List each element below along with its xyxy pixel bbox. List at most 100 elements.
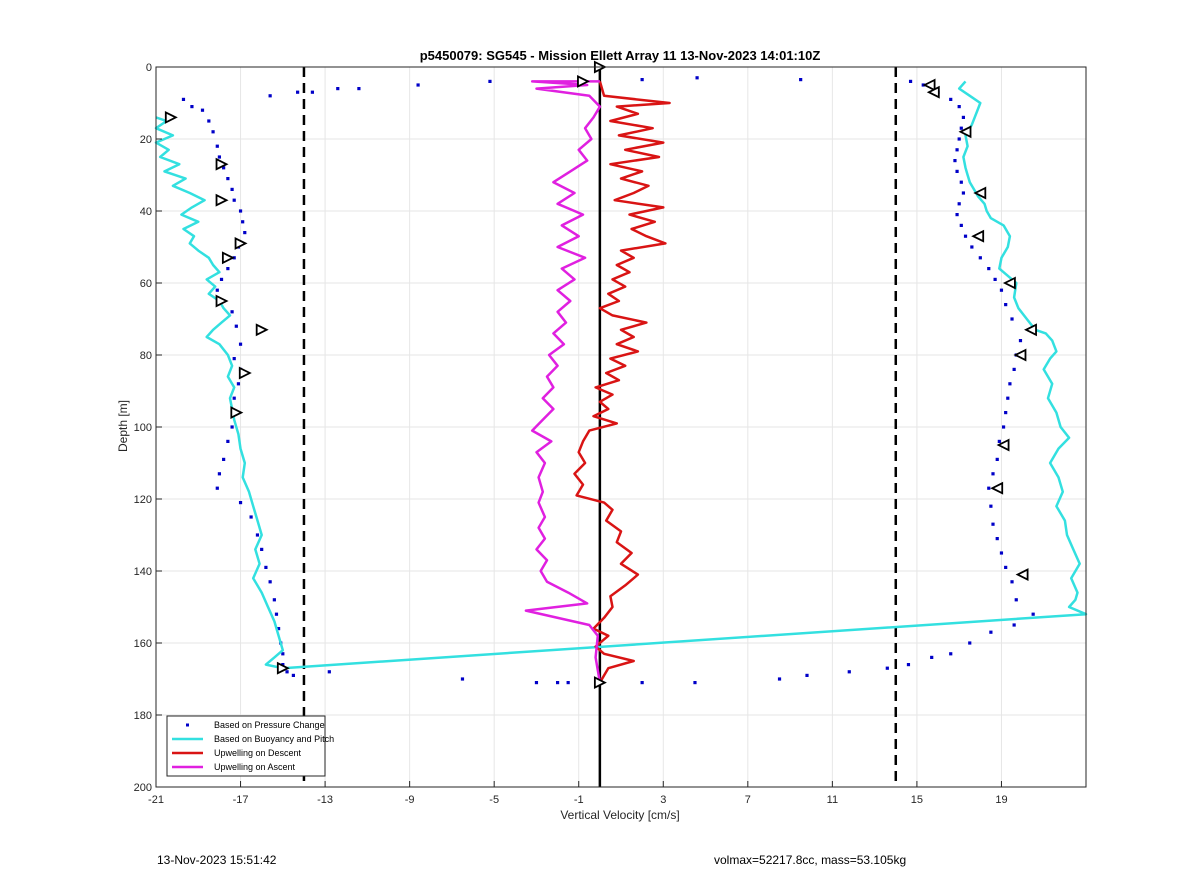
data-point xyxy=(987,267,991,271)
series-based-on-pressure-change xyxy=(181,76,1035,685)
triangle-marker xyxy=(221,251,235,265)
data-point xyxy=(991,472,995,476)
data-point xyxy=(1012,623,1016,627)
data-point xyxy=(908,79,913,83)
data-point xyxy=(219,277,224,281)
data-point xyxy=(217,472,222,476)
x-tick-label: -5 xyxy=(489,794,499,806)
y-tick-label: 60 xyxy=(140,278,152,290)
series-based-on-buoyancy-and-pitch xyxy=(154,80,1088,670)
data-point xyxy=(268,580,272,584)
data-point xyxy=(226,267,230,271)
data-point xyxy=(232,357,236,361)
data-point xyxy=(978,256,982,260)
data-point xyxy=(222,457,226,461)
data-point xyxy=(276,627,281,631)
triangle-marker xyxy=(922,78,936,92)
y-tick-label: 120 xyxy=(134,494,152,506)
data-point xyxy=(249,515,253,519)
data-point xyxy=(987,486,991,490)
data-point xyxy=(336,87,340,91)
legend: Based on Pressure Change Based on Buoyanc… xyxy=(166,715,334,777)
triangle-marker xyxy=(238,366,252,380)
legend-label: Upwelling on Ascent xyxy=(214,762,296,772)
data-point xyxy=(296,90,300,94)
triangle-marker xyxy=(971,229,985,243)
y-tick-label: 200 xyxy=(134,782,152,794)
data-point xyxy=(190,105,194,109)
data-point xyxy=(963,234,968,238)
data-point xyxy=(215,144,219,148)
data-point xyxy=(989,504,993,508)
triangle-marker xyxy=(1013,348,1027,362)
legend-label: Based on Buoyancy and Pitch xyxy=(214,734,334,744)
series-line xyxy=(573,81,671,684)
data-point xyxy=(272,598,276,602)
data-point xyxy=(281,652,285,656)
data-point xyxy=(255,533,260,537)
triangle-marker xyxy=(577,74,590,88)
y-axis-label: Depth [m] xyxy=(116,400,130,452)
data-point xyxy=(222,166,226,170)
data-point xyxy=(226,439,230,443)
data-point xyxy=(226,177,230,181)
x-tick-label: 7 xyxy=(745,794,751,806)
data-point xyxy=(957,105,961,109)
data-point xyxy=(995,457,999,461)
data-point xyxy=(961,191,966,195)
data-point xyxy=(1004,303,1008,307)
data-point xyxy=(989,630,993,634)
data-point xyxy=(260,547,264,551)
data-point xyxy=(234,324,238,328)
data-point xyxy=(1006,396,1010,400)
triangle-marker xyxy=(230,406,244,420)
legend-label: Based on Pressure Change xyxy=(214,720,325,730)
data-point xyxy=(232,396,236,400)
data-point xyxy=(236,382,241,386)
footer-timestamp: 13-Nov-2023 15:51:42 xyxy=(157,853,277,867)
x-tick-label: -21 xyxy=(148,794,164,806)
data-point xyxy=(930,655,934,659)
data-point xyxy=(1004,565,1008,569)
data-point xyxy=(949,97,953,101)
data-point xyxy=(1010,580,1014,584)
y-tick-label: 40 xyxy=(140,206,152,218)
data-point xyxy=(274,612,279,616)
data-point xyxy=(211,130,215,134)
x-axis-label: Vertical Velocity [cm/s] xyxy=(560,808,679,822)
data-point xyxy=(1008,382,1012,386)
data-point xyxy=(1012,367,1016,371)
data-point xyxy=(799,78,803,82)
triangle-marker xyxy=(1015,568,1029,582)
data-point xyxy=(959,126,963,130)
triangle-marker xyxy=(234,236,248,250)
data-series xyxy=(154,76,1088,685)
triangle-marker xyxy=(973,186,987,200)
data-point xyxy=(1004,411,1008,415)
data-point xyxy=(534,681,539,685)
data-point xyxy=(232,198,236,202)
data-point xyxy=(955,213,959,217)
data-point xyxy=(968,641,972,645)
data-point xyxy=(217,155,222,159)
y-tick-label: 100 xyxy=(134,422,152,434)
legend-label: Upwelling on Descent xyxy=(214,748,302,758)
triangle-marker xyxy=(215,193,229,207)
data-point xyxy=(215,288,219,292)
triangle-marker xyxy=(215,157,229,171)
data-point xyxy=(906,663,911,667)
data-point xyxy=(207,119,211,123)
data-point xyxy=(238,209,243,213)
data-point xyxy=(200,108,205,112)
data-point xyxy=(961,115,966,119)
data-point xyxy=(957,137,961,141)
data-point xyxy=(566,681,570,685)
data-point xyxy=(238,342,243,346)
data-point xyxy=(995,537,999,541)
data-point xyxy=(285,670,289,674)
triangle-marker xyxy=(215,294,229,308)
data-point xyxy=(1010,317,1014,321)
data-point xyxy=(230,187,234,191)
data-point xyxy=(640,78,644,82)
